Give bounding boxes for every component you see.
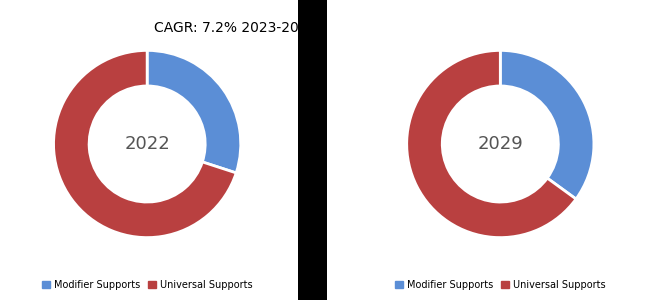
Wedge shape <box>147 50 241 173</box>
Text: 2022: 2022 <box>124 135 170 153</box>
Wedge shape <box>54 50 236 238</box>
Legend: Modifier Supports, Universal Supports: Modifier Supports, Universal Supports <box>39 276 256 294</box>
Wedge shape <box>407 50 576 238</box>
Legend: Modifier Supports, Universal Supports: Modifier Supports, Universal Supports <box>392 276 609 294</box>
Text: CAGR: 7.2% 2023-2029: CAGR: 7.2% 2023-2029 <box>154 21 317 35</box>
Text: 2029: 2029 <box>477 135 523 153</box>
Wedge shape <box>500 50 594 199</box>
